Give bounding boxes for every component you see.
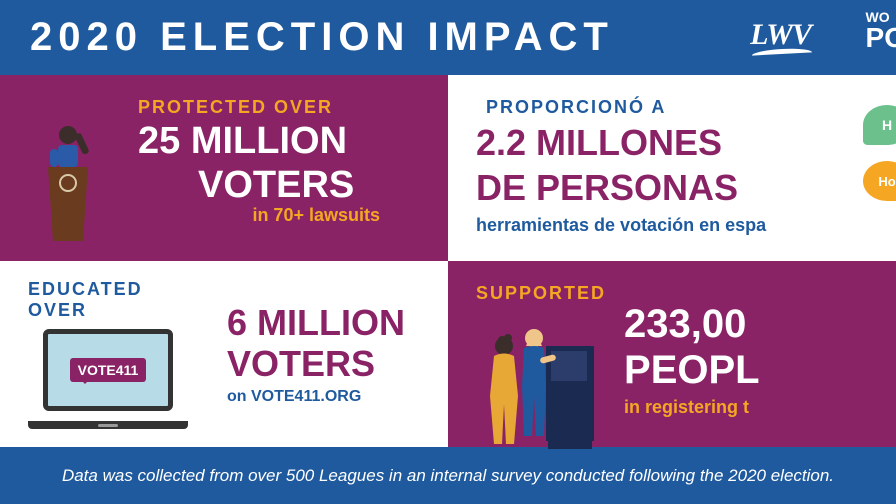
educated-sub: on VOTE411.ORG	[227, 388, 405, 406]
supported-sub: in registering t	[624, 397, 760, 418]
spanish-stat-line1: 2.2 MILLONES	[476, 122, 868, 163]
bubble-orange-text: Ho	[878, 174, 895, 189]
footer-text: Data was collected from over 500 Leagues…	[62, 466, 834, 486]
spanish-label: PROPORCIONÓ A	[486, 97, 868, 118]
educated-label: EDUCATED OVER	[28, 279, 203, 321]
vote411-badge: VOTE411	[70, 358, 147, 382]
lwv-logo: LWV	[750, 18, 811, 52]
voters-booth-icon	[476, 316, 596, 456]
spanish-stat-line2: DE PERSONAS	[476, 167, 868, 208]
supported-stat-line1: 233,00	[624, 301, 760, 347]
secondary-logo-bottom: PO	[866, 24, 896, 52]
secondary-logo: WO PO	[866, 10, 896, 52]
stat-protected: PROTECTED OVER 25 MILLION VOTERS in 70+ …	[0, 75, 448, 261]
bubble-green-text: H	[882, 117, 892, 133]
stat-educated: EDUCATED OVER VOTE411 6 MILLION VOTERS o…	[0, 261, 448, 447]
protected-label: PROTECTED OVER	[138, 97, 420, 118]
footer-bar: Data was collected from over 500 Leagues…	[0, 447, 896, 504]
page-title: 2020 ELECTION IMPACT	[30, 15, 614, 60]
stat-supported: SUPPORTED 233,00 PEOPL in registering t	[448, 261, 896, 447]
spanish-sub: herramientas de votación en espa	[476, 215, 868, 236]
educated-stat-line1: 6 MILLION	[227, 302, 405, 343]
supported-stat-line2: PEOPL	[624, 347, 760, 393]
speech-bubble-green-icon: H	[863, 105, 896, 145]
speaker-podium-icon	[28, 123, 108, 243]
educated-stat-line2: VOTERS	[227, 343, 405, 384]
laptop-vote411-icon: VOTE411	[28, 329, 188, 429]
header-bar: 2020 ELECTION IMPACT LWV WO PO	[0, 0, 896, 75]
stats-grid: PROTECTED OVER 25 MILLION VOTERS in 70+ …	[0, 75, 896, 447]
supported-label: SUPPORTED	[476, 283, 606, 304]
protected-stat-line1: 25 MILLION	[138, 120, 420, 164]
protected-stat-line2: VOTERS	[198, 164, 420, 208]
protected-sub: in 70+ lawsuits	[138, 205, 420, 226]
stat-spanish: PROPORCIONÓ A 2.2 MILLONES DE PERSONAS h…	[448, 75, 896, 261]
